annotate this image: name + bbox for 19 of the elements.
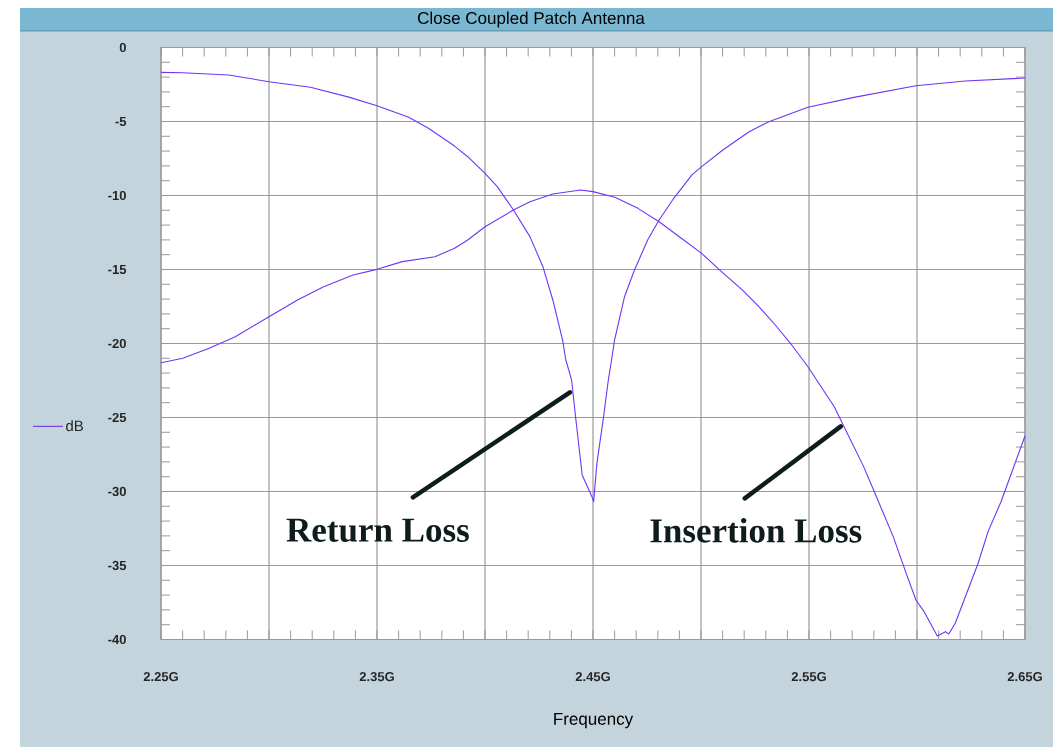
x-tick-label: 2.55G bbox=[791, 672, 826, 682]
chart-title: Close Coupled Patch Antenna bbox=[417, 11, 645, 28]
legend-label: dB bbox=[66, 420, 83, 432]
x-axis-title: Frequency bbox=[554, 713, 634, 729]
annotation: Insertion Loss bbox=[650, 518, 862, 543]
y-tick-label: -20 bbox=[108, 338, 126, 349]
y-tick-label: -40 bbox=[108, 634, 126, 645]
y-tick-label: -15 bbox=[108, 264, 127, 275]
x-tick-label: 2.35G bbox=[359, 672, 394, 682]
x-tick-label: 2.45G bbox=[575, 672, 610, 682]
y-tick-label: -10 bbox=[108, 190, 126, 201]
y-tick-label: -25 bbox=[108, 412, 127, 423]
x-tick-label: 2.65G bbox=[1007, 672, 1042, 682]
y-tick-label: 0 bbox=[119, 42, 126, 53]
annotation: Return Loss bbox=[286, 518, 469, 542]
y-tick-label: -30 bbox=[108, 486, 126, 497]
y-tick-label: -5 bbox=[115, 116, 127, 127]
y-tick-label: -35 bbox=[108, 560, 127, 571]
x-tick-label: 2.25G bbox=[143, 672, 178, 682]
